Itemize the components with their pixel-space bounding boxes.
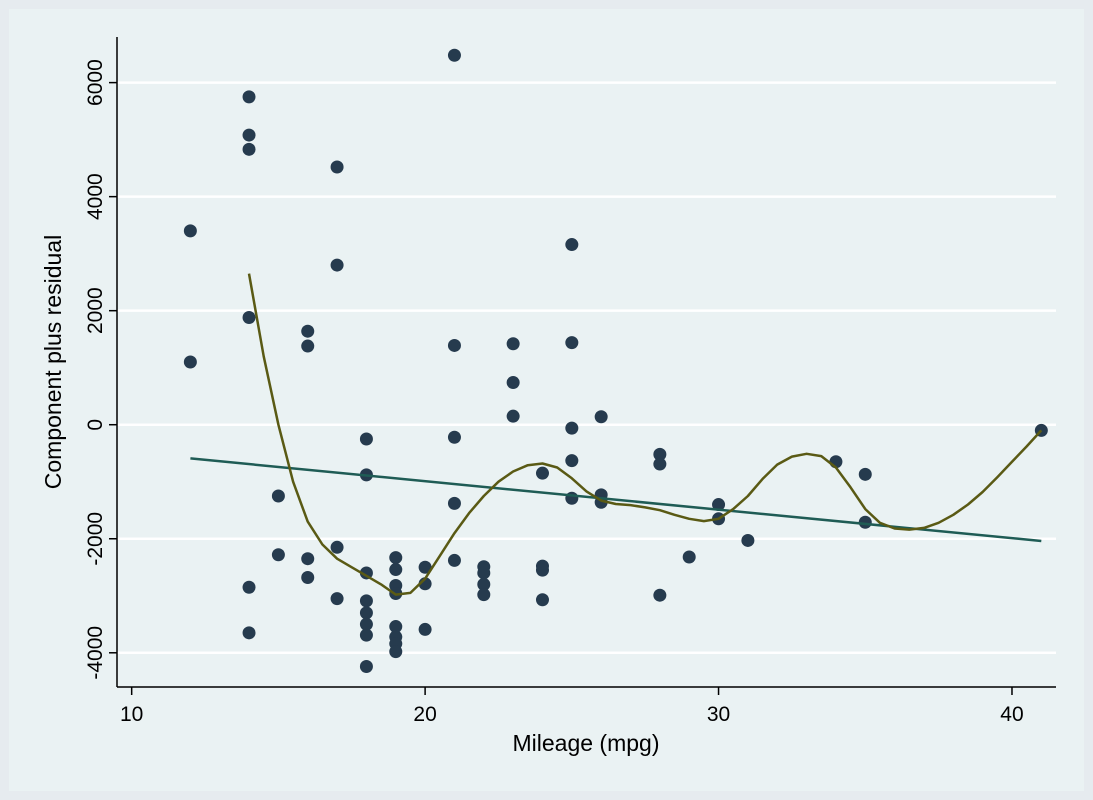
scatter-point [389,645,403,659]
x-tick-label: 30 [707,703,730,726]
y-axis-ticks: -4000 -2000 0 2000 4000 6000 [84,59,117,680]
scatter-point [506,409,520,423]
scatter-point [447,553,461,567]
scatter-point [301,571,315,585]
scatter-point [477,566,491,580]
scatter-point [242,90,256,104]
scatter-point [359,594,373,608]
scatter-point [594,410,608,424]
scatter-point [447,496,461,510]
scatter-point [418,622,432,636]
scatter-point [301,339,315,353]
scatter-point [271,548,285,562]
y-tick-label: 2000 [84,287,107,334]
scatter-point [330,160,344,174]
x-axis-title: Mileage (mpg) [513,730,660,756]
scatter-point [359,659,373,673]
scatter-point [447,48,461,62]
scatter-point [301,324,315,338]
y-tick-label: 4000 [84,173,107,220]
y-tick-label: -4000 [84,626,107,680]
scatter-point [359,617,373,631]
scatter-point [271,489,285,503]
x-tick-label: 40 [1000,703,1023,726]
scatter-point [653,457,667,471]
y-tick-label: -2000 [84,512,107,566]
scatter-point [682,550,696,564]
x-axis-ticks: 10 20 30 40 [120,687,1024,726]
scatter-point [535,563,549,577]
scatter-point [389,551,403,565]
y-axis-title: Component plus residual [40,235,66,489]
plot-area [117,37,1056,687]
scatter-point [359,628,373,642]
scatter-point [653,447,667,461]
scatter-point [565,454,579,468]
fit-lines [190,273,1043,596]
scatter-point [359,566,373,580]
scatter-point [301,552,315,566]
scatter-point [477,588,491,602]
scatter-point [535,466,549,480]
scatter-point [477,577,491,591]
scatter-point [183,224,197,238]
scatter-point [359,606,373,620]
scatter-point [242,128,256,142]
scatter-point [506,376,520,390]
scatter-points [183,48,1048,673]
scatter-point [712,498,726,512]
scatter-point [418,560,432,574]
scatter-point [330,258,344,272]
scatter-point [242,311,256,325]
scatter-point [653,588,667,602]
lowess-smooth-line [247,273,1043,596]
x-tick-label: 20 [413,703,436,726]
gridlines [117,81,1056,655]
scatter-point [330,592,344,606]
scatter-point [242,580,256,594]
scatter-point [359,432,373,446]
scatter-point [535,593,549,607]
scatter-point [389,563,403,577]
scatter-point [447,338,461,352]
scatter-point [565,421,579,435]
scatter-point [506,337,520,351]
y-tick-label: 0 [84,419,107,431]
scatter-point [565,238,579,252]
scatter-point [447,430,461,444]
scatter-point [330,540,344,554]
scatter-point [565,491,579,505]
scatter-point [858,467,872,481]
scatter-point [565,336,579,350]
scatter-point [242,626,256,640]
x-tick-label: 10 [120,703,143,726]
scatter-point [183,355,197,369]
scatter-point [389,620,403,634]
linear-fit-line [190,457,1042,543]
y-tick-label: 6000 [84,59,107,106]
scatter-point [741,533,755,547]
scatter-point [242,142,256,156]
